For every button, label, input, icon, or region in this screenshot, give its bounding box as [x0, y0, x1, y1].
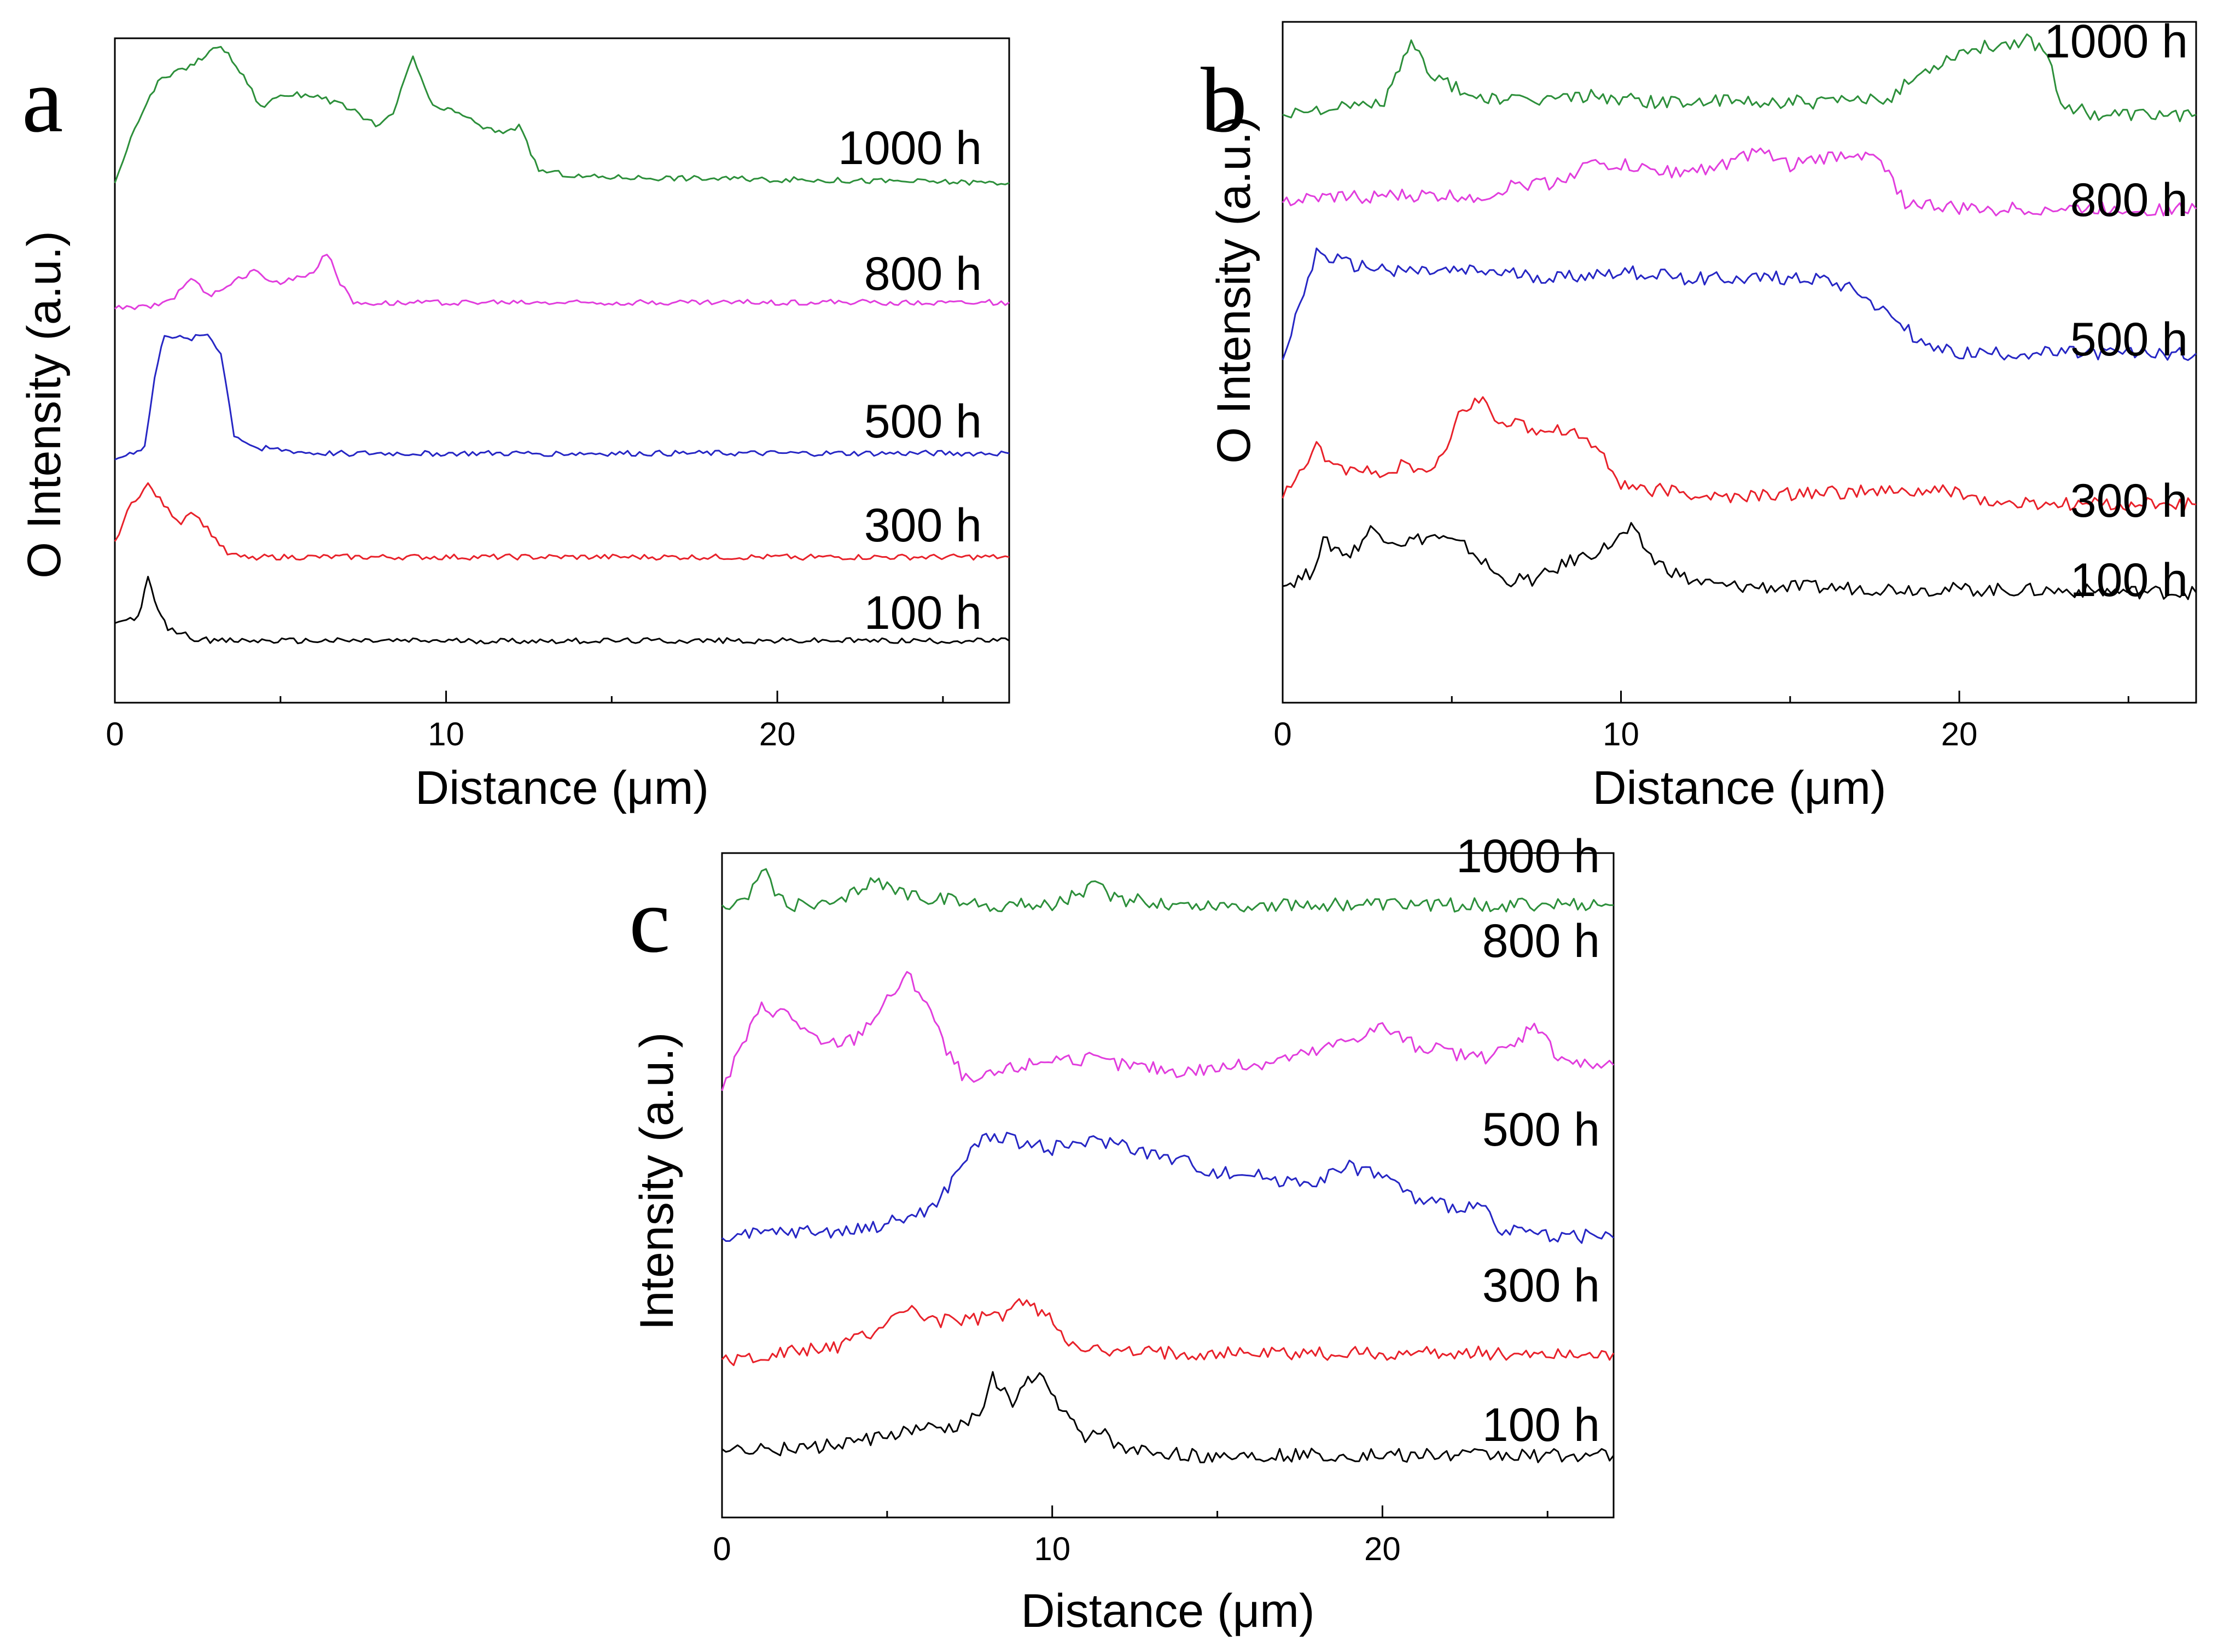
series-line-300h [721, 1298, 1615, 1367]
panel-a: 0 10 20 Distance (μm) O Intensity (a.u.) a 100… [18, 37, 1010, 814]
series-line-300h [114, 482, 1010, 561]
series-label: 1000 h [2044, 15, 2188, 68]
series-label: 300 h [1482, 1259, 1600, 1312]
x-tick-label: 20 [759, 716, 796, 752]
series-line-1000h [721, 868, 1614, 913]
series-line-800h [114, 254, 1010, 311]
series-label: 800 h [1482, 915, 1600, 967]
series-line-800h [721, 971, 1615, 1091]
series-label: 500 h [1482, 1104, 1600, 1156]
series-label: 800 h [2070, 174, 2188, 226]
plot-frame [1282, 21, 2197, 704]
x-axis-label: Distance (μm) [1593, 762, 1887, 814]
series-line-500h [114, 334, 1010, 460]
x-tick-label: 20 [1364, 1531, 1401, 1567]
series-label: 100 h [2070, 554, 2188, 606]
series-label: 100 h [864, 587, 982, 639]
x-axis-label: Distance (μm) [1021, 1585, 1315, 1637]
series-line-100h [1282, 522, 2197, 600]
plot-frame [114, 37, 1010, 704]
x-tick-label: 10 [428, 716, 464, 752]
series-line-100h [721, 1371, 1615, 1463]
panel-b: 0 10 20 Distance (μm) O Intensity (a.u.)b 100… [1201, 15, 2197, 814]
panel-c: 0 10 20 Distance (μm) Intensity (a.u.) c 100 h… [629, 830, 1615, 1637]
series-line-500h [721, 1131, 1615, 1244]
series-line-800h [1282, 147, 2197, 217]
panel-letter: b [1201, 49, 1247, 151]
series-label: 500 h [2070, 313, 2188, 366]
series-line-1000h [1282, 33, 2197, 122]
series-line-100h [114, 576, 1010, 645]
series-label: 1000 h [838, 122, 982, 174]
x-tick-label: 10 [1034, 1531, 1070, 1567]
series-label: 300 h [2070, 475, 2188, 527]
x-tick-label: 0 [1273, 716, 1291, 752]
panel-letter: a [22, 49, 63, 151]
x-tick-label: 10 [1603, 716, 1639, 752]
series-line-1000h [114, 46, 1010, 186]
x-tick-label: 20 [1941, 716, 1978, 752]
x-tick-label: 0 [106, 716, 124, 752]
series-label: 300 h [864, 499, 982, 552]
y-axis-label: O Intensity (a.u.) [1208, 116, 1260, 464]
x-tick-label: 0 [713, 1531, 731, 1567]
series-label: 500 h [864, 395, 982, 448]
series-line-300h [1282, 396, 2197, 512]
y-axis-label: O Intensity (a.u.) [18, 231, 71, 579]
series-line-500h [1282, 247, 2197, 361]
y-axis-label: Intensity (a.u.) [631, 1032, 683, 1330]
plot-frame [721, 852, 1615, 1519]
series-label: 800 h [864, 248, 982, 300]
panel-letter: c [629, 869, 670, 972]
x-axis-label: Distance (μm) [415, 762, 709, 814]
series-label: 100 h [1482, 1399, 1600, 1451]
series-label: 1000 h [1456, 830, 1600, 883]
